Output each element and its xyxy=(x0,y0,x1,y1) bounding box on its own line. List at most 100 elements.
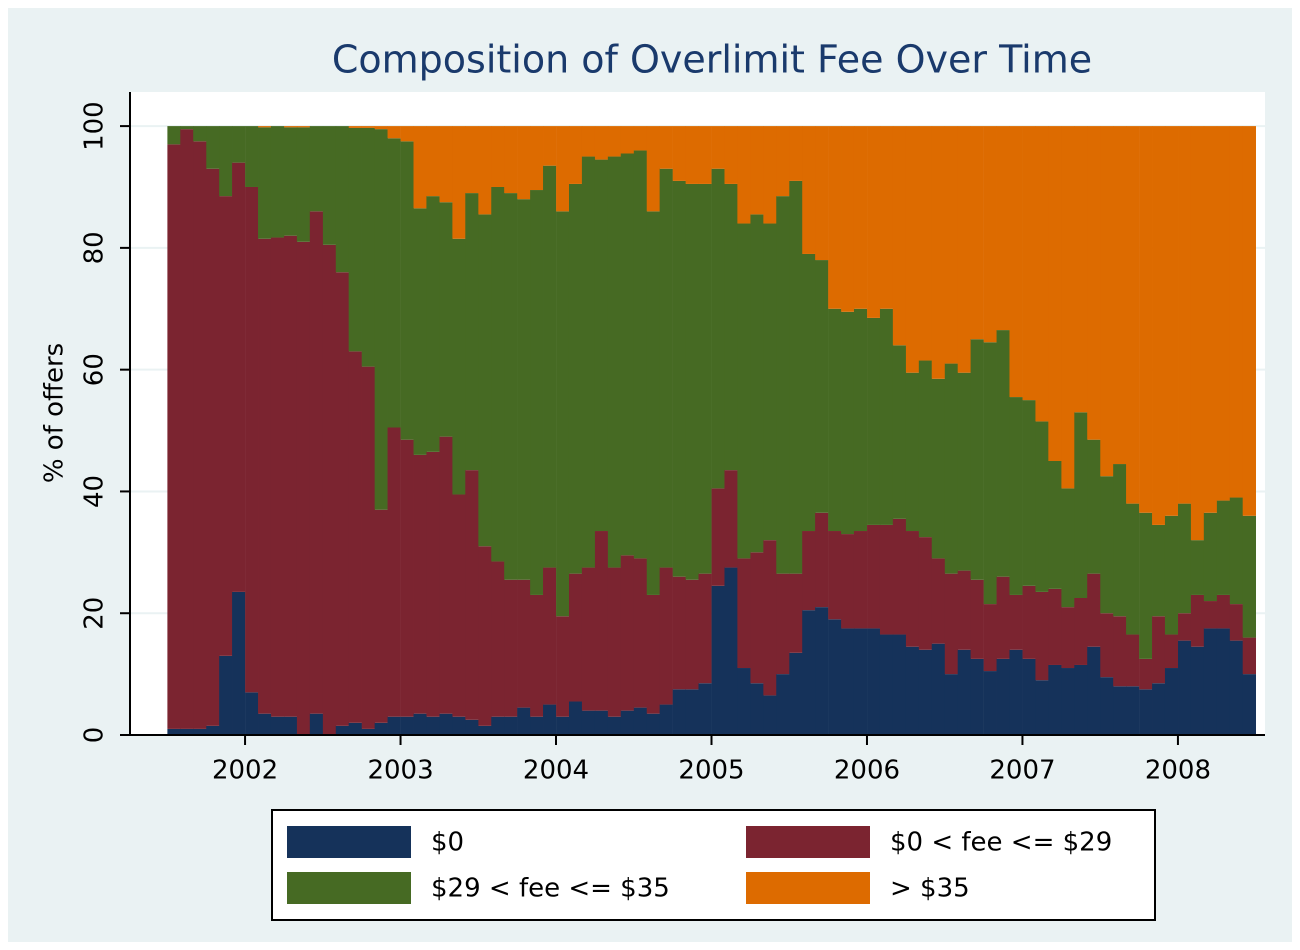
bar-segment xyxy=(879,126,894,309)
bar-segment xyxy=(335,272,350,726)
bar-segment xyxy=(1009,126,1023,398)
bar-segment xyxy=(387,716,401,735)
bar-segment xyxy=(1022,585,1036,659)
bar-segment xyxy=(1100,476,1114,614)
bar-segment xyxy=(309,211,324,714)
bar-segment xyxy=(439,436,453,714)
bar-segment xyxy=(1126,126,1140,504)
bar-segment xyxy=(1216,500,1231,595)
y-tick-label: 100 xyxy=(80,101,110,151)
bar-segment xyxy=(348,722,362,735)
bar-segment xyxy=(1113,464,1127,617)
bar-segment xyxy=(504,193,518,580)
bar-segment xyxy=(193,141,207,729)
bar-segment xyxy=(1009,594,1023,650)
x-tick-label: 2003 xyxy=(367,756,433,786)
bar-segment xyxy=(996,576,1010,659)
bar-segment xyxy=(853,531,868,629)
bar-segment xyxy=(711,168,725,489)
bar-segment xyxy=(1152,616,1166,684)
bar-segment xyxy=(296,241,311,735)
bar-segment xyxy=(853,628,868,735)
bar-segment xyxy=(659,704,673,735)
bar-segment xyxy=(270,126,285,238)
bar-segment xyxy=(776,126,790,197)
bar-segment xyxy=(1216,628,1231,735)
bar-segment xyxy=(452,126,466,239)
axes: 0 20 40 60 80 100 2002 2003 2004 2005 2006 2007 2008 xyxy=(80,92,1265,786)
bar-segment xyxy=(491,716,505,735)
bar-segment xyxy=(1061,668,1075,735)
bar-segment xyxy=(1190,646,1205,735)
bar-segment xyxy=(802,253,816,532)
bar-segment xyxy=(1100,613,1114,678)
bar-segment xyxy=(1061,488,1075,608)
bar-segment xyxy=(530,716,544,735)
bar-segment xyxy=(465,719,479,735)
legend-label: > $35 xyxy=(890,874,970,904)
bar-segment xyxy=(258,713,272,735)
bar-segment xyxy=(1113,616,1127,687)
bar-segment xyxy=(426,126,440,197)
bar-segment xyxy=(867,126,881,318)
bar-segment xyxy=(1087,646,1101,735)
bar-segment xyxy=(193,126,207,142)
bar-segment xyxy=(957,649,971,735)
bar-segment xyxy=(296,126,311,128)
bar-segment xyxy=(594,159,609,532)
bar-segment xyxy=(607,126,622,157)
bar-segment xyxy=(724,470,738,568)
bar-segment xyxy=(219,126,233,197)
bar-segment xyxy=(348,351,362,723)
bar-segment xyxy=(646,713,661,735)
bar-segment xyxy=(478,546,492,726)
bar-segment xyxy=(335,725,350,735)
bar-segment xyxy=(258,126,272,128)
legend-label: $29 < fee <= $35 xyxy=(431,874,670,904)
bar-segment xyxy=(517,199,531,580)
y-axis-label: % of offers xyxy=(40,343,70,483)
legend xyxy=(271,809,1156,921)
bar-segment xyxy=(815,512,829,608)
bar-segment xyxy=(568,183,583,574)
bar-segment xyxy=(556,716,570,735)
bar-segment xyxy=(970,658,984,735)
bar-segment xyxy=(1126,634,1140,687)
bar-segment xyxy=(750,126,764,215)
bar-segment xyxy=(478,126,492,215)
bar-segment xyxy=(737,223,751,559)
bar-segment xyxy=(1190,126,1205,541)
bar-segment xyxy=(581,156,596,568)
bar-segment xyxy=(892,518,907,635)
bar-segment xyxy=(983,126,997,343)
bar-segment xyxy=(245,126,259,187)
bar-segment xyxy=(841,534,855,629)
bar-segment xyxy=(672,126,687,181)
bar-segment xyxy=(1242,126,1256,516)
bar-segment xyxy=(633,126,648,151)
bar-segment xyxy=(1229,604,1244,641)
bar-segment xyxy=(530,594,544,717)
bar-segment xyxy=(543,567,557,705)
bar-segment xyxy=(841,311,855,535)
bar-segment xyxy=(465,470,479,720)
chart-title: Composition of Overlimit Fee Over Time xyxy=(332,38,1092,82)
bar-segment xyxy=(284,716,298,735)
bar-segment xyxy=(426,716,440,735)
bar-segment xyxy=(400,439,414,717)
bar-segment xyxy=(1229,497,1244,605)
bar-segment xyxy=(1035,421,1049,592)
bar-segment xyxy=(724,567,738,735)
bar-segment xyxy=(841,126,855,312)
bar-segment xyxy=(724,183,738,471)
bar-segment xyxy=(413,713,427,735)
bar-segment xyxy=(763,540,777,696)
bar-segment xyxy=(478,725,492,735)
bar-segment xyxy=(245,692,259,735)
bar-segment xyxy=(452,494,466,717)
bar-segment xyxy=(439,126,453,203)
bar-segment xyxy=(206,725,220,735)
bar-segment xyxy=(828,531,842,620)
bar-segment xyxy=(296,127,311,242)
bar-segment xyxy=(348,127,362,352)
